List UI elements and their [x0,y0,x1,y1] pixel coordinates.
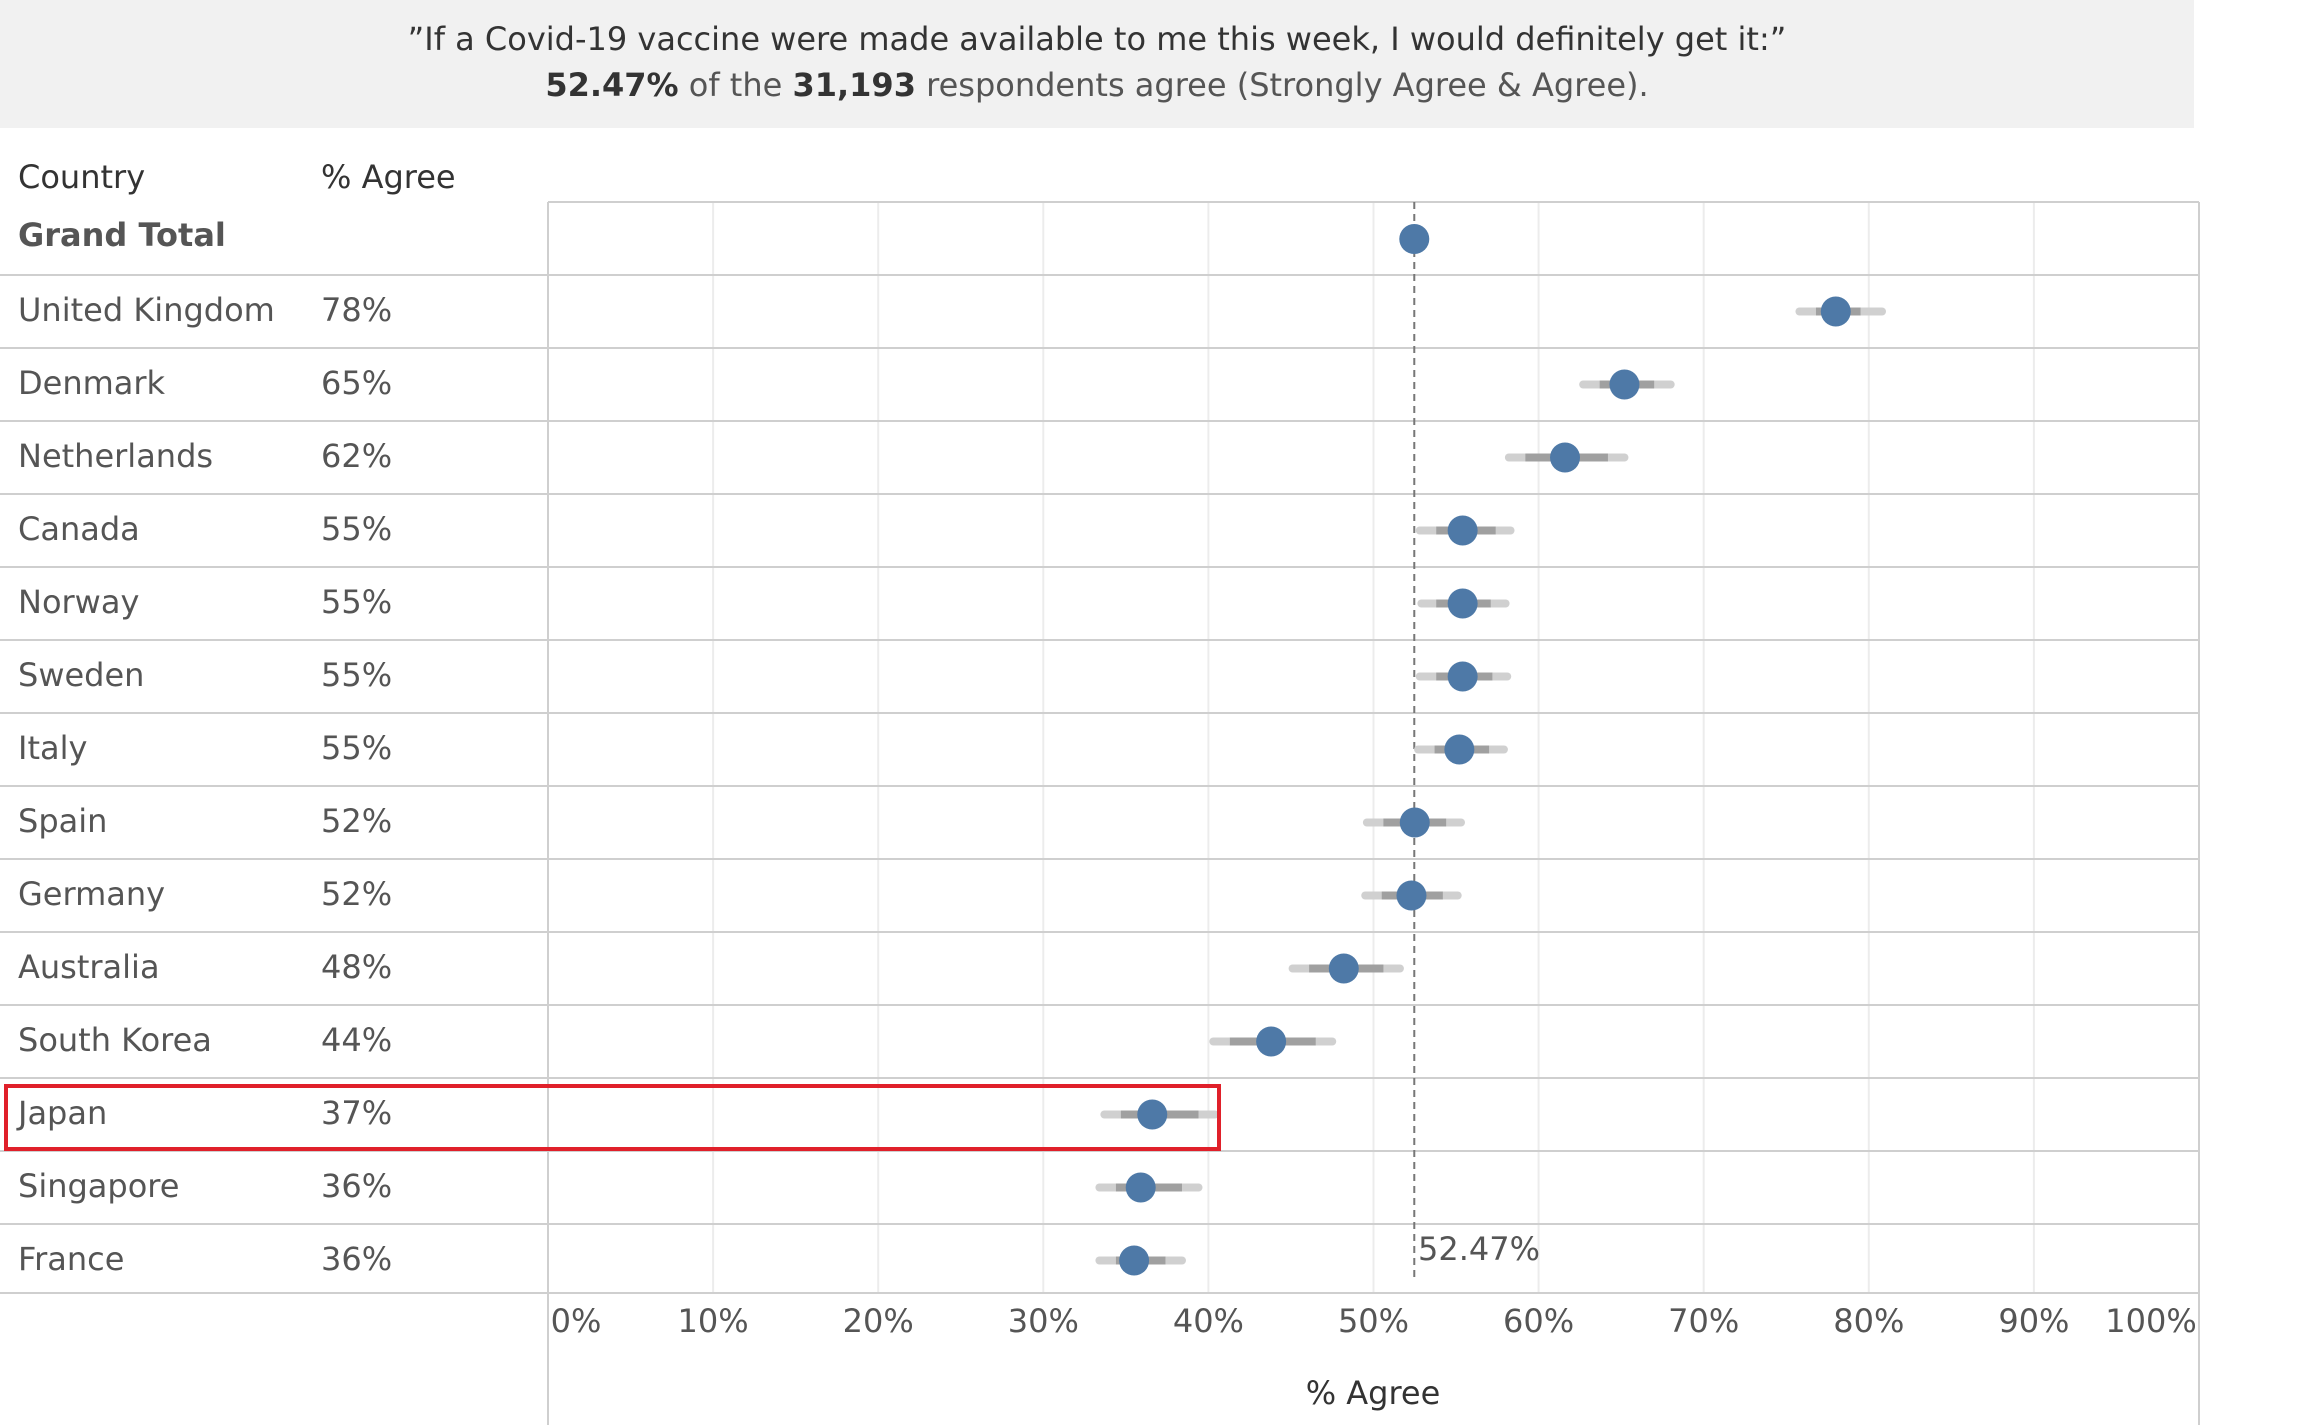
column-header-country[interactable]: Country [18,158,146,196]
percent-agree-value: 36% [321,1167,393,1205]
data-point [1444,734,1475,765]
country-label[interactable]: Singapore [18,1167,180,1205]
data-point [1820,296,1851,327]
data-point [1447,515,1478,546]
country-label[interactable]: Italy [18,729,88,767]
x-tick-label: 70% [1668,1302,1740,1340]
x-tick-label: 100% [2105,1302,2197,1340]
country-label[interactable]: Sweden [18,656,145,694]
percent-agree-value: 52% [321,875,393,913]
percent-agree-value: 48% [321,948,393,986]
country-label[interactable]: Japan [18,1094,108,1132]
country-label[interactable]: Germany [18,875,166,913]
country-label[interactable]: Australia [18,948,160,986]
percent-agree-value: 62% [321,437,393,475]
chart-subtitle: 52.47% of the 31,193 respondents agree (… [0,66,2194,104]
x-tick-label: 40% [1172,1302,1244,1340]
data-point [1447,661,1478,692]
country-label[interactable]: South Korea [18,1021,212,1059]
chart-title: ”If a Covid-19 vaccine were made availab… [407,20,1787,58]
subtitle-respondents: 31,193 [792,66,916,104]
reference-line-label: 52.47% [1418,1230,1541,1268]
x-tick-label: 20% [842,1302,914,1340]
x-tick-label: 30% [1007,1302,1079,1340]
data-point [1399,807,1430,838]
title-banner: ”If a Covid-19 vaccine were made availab… [0,0,2194,128]
grand-total-label: Grand Total [18,216,226,254]
data-point [1447,588,1478,619]
data-point [1328,953,1359,984]
country-label[interactable]: France [18,1240,125,1278]
percent-agree-value: 55% [321,656,393,694]
percent-agree-value: 52% [321,802,393,840]
x-tick-label: 80% [1833,1302,1905,1340]
percent-agree-value: 65% [321,364,393,402]
grand-total-dot [1399,224,1430,254]
percent-agree-value: 44% [321,1021,393,1059]
data-point [1137,1099,1168,1130]
percent-agree-value: 55% [321,583,393,621]
x-tick-label: 50% [1337,1302,1410,1340]
percent-agree-value: 55% [321,510,393,548]
data-point [1609,369,1640,400]
country-label[interactable]: United Kingdom [18,291,275,329]
data-point [1550,442,1581,473]
x-tick-label: 10% [677,1302,749,1340]
subtitle-of-the: of the [678,66,793,104]
data-point [1119,1245,1150,1276]
highlight-box [4,1084,1221,1151]
percent-agree-value: 78% [321,291,393,329]
column-header-agree[interactable]: % Agree [321,158,456,196]
country-label[interactable]: Spain [18,802,108,840]
percent-agree-value: 55% [321,729,393,767]
country-label[interactable]: Netherlands [18,437,214,475]
x-tick-label: 90% [1998,1302,2070,1340]
data-point [1256,1026,1287,1057]
percent-agree-value: 36% [321,1240,393,1278]
data-point [1125,1172,1156,1203]
subtitle-rest: respondents agree (Strongly Agree & Agre… [915,66,1649,104]
x-tick-label: 0% [550,1302,602,1340]
country-label[interactable]: Canada [18,510,140,548]
x-axis-title: % Agree [1305,1374,1441,1412]
x-tick-label: 60% [1503,1302,1575,1340]
country-label[interactable]: Norway [18,583,140,621]
subtitle-percent: 52.47% [545,66,679,104]
percent-agree-value: 37% [321,1094,393,1132]
data-point [1396,880,1427,911]
country-label[interactable]: Denmark [18,364,166,402]
